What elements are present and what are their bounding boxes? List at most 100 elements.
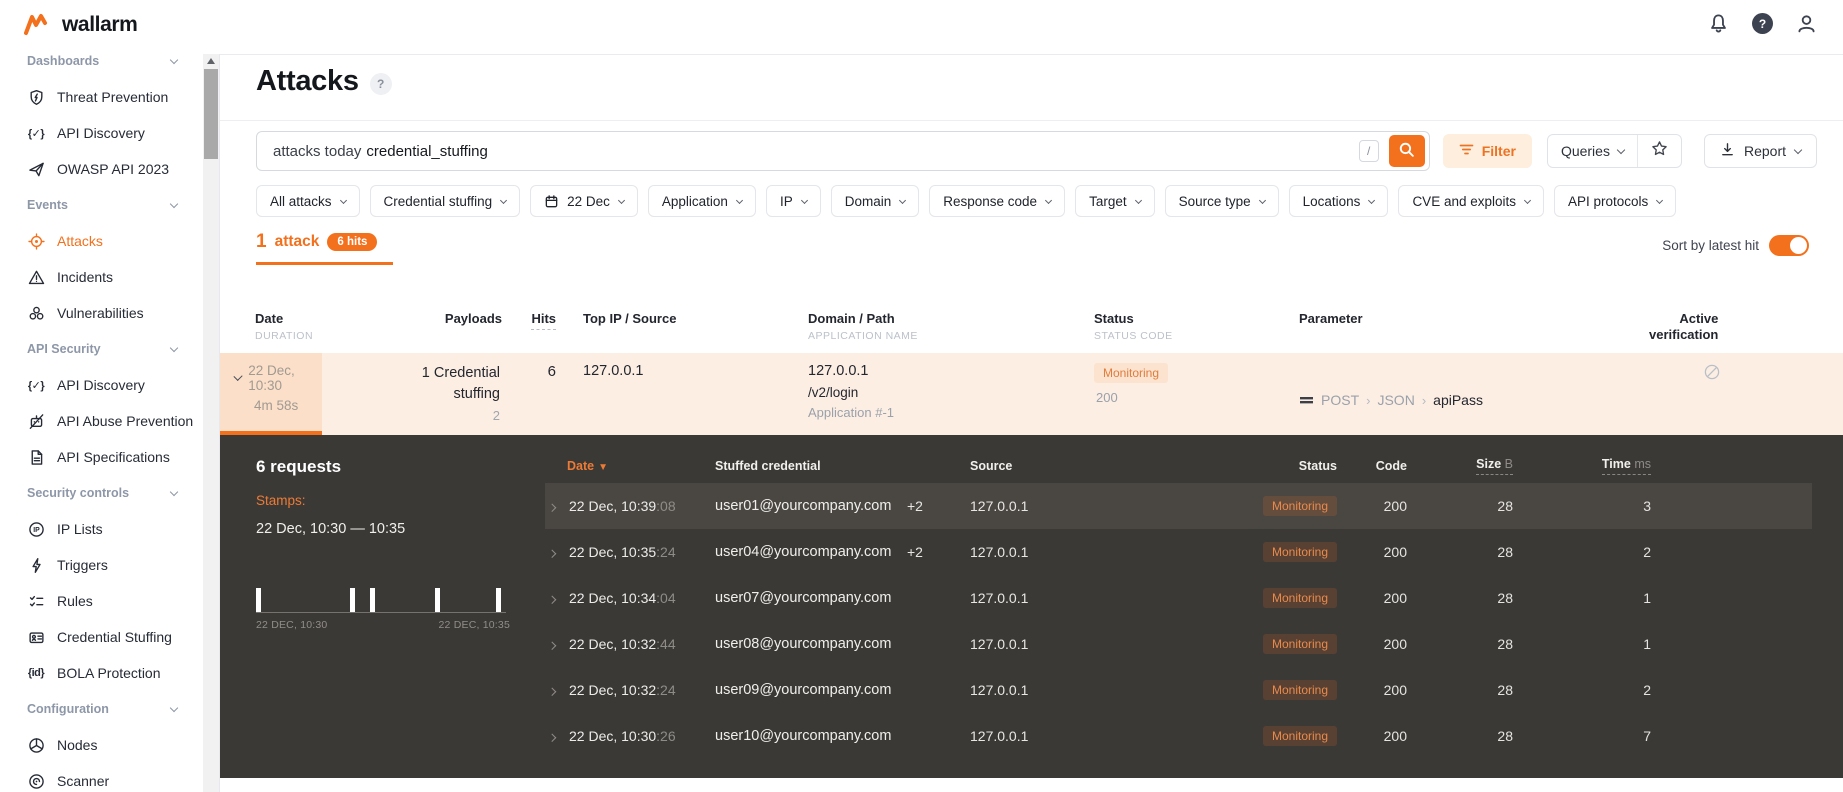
sidebar-item[interactable]: {✓} IP {id} xyxy=(0,547,203,583)
sidebar-item-label: API Specifications xyxy=(57,449,170,465)
request-credential: user09@yourcompany.com xyxy=(715,682,892,698)
expand-chevron-icon[interactable] xyxy=(545,498,567,514)
brand-logo[interactable]: wallarm xyxy=(24,13,138,37)
collapse-chevron-icon[interactable] xyxy=(233,371,243,381)
expand-chevron-icon[interactable] xyxy=(545,682,567,698)
request-row[interactable]: 22 Dec, 10:34:04 user07@yourcompany.com … xyxy=(545,575,1812,621)
requests-column-size[interactable]: Size B xyxy=(1415,457,1518,475)
sidebar-scrollbar[interactable] xyxy=(203,54,219,792)
filter-button[interactable]: Filter xyxy=(1442,134,1532,168)
request-date: 22 Dec, 10:30:26 xyxy=(569,728,676,744)
sidebar-item-label: Events xyxy=(27,198,68,212)
queries-button[interactable]: Queries xyxy=(1548,135,1637,167)
expand-chevron-icon[interactable] xyxy=(545,590,567,606)
report-button-label: Report xyxy=(1743,143,1786,159)
filter-chip-label: Source type xyxy=(1178,193,1251,209)
filter-chip[interactable]: IP xyxy=(765,185,821,217)
filter-chip[interactable]: Domain xyxy=(830,185,920,217)
sidebar-item[interactable]: {✓} IP {id} xyxy=(0,331,203,367)
filter-chip[interactable]: Application xyxy=(647,185,756,217)
chevron-down-icon xyxy=(1523,196,1532,204)
request-row[interactable]: 22 Dec, 10:32:24 user09@yourcompany.com … xyxy=(545,667,1812,713)
request-row[interactable]: 22 Dec, 10:30:26 user10@yourcompany.com … xyxy=(545,713,1812,759)
expand-chevron-icon[interactable] xyxy=(545,728,567,744)
column-header-hits[interactable]: Hits xyxy=(502,305,564,353)
sidebar-item[interactable]: {✓} IP {id} xyxy=(0,151,203,187)
request-source: 127.0.0.1 xyxy=(970,544,1029,560)
sort-control: Sort by latest hit xyxy=(1662,235,1809,256)
sidebar-item[interactable]: {✓} IP {id} xyxy=(0,223,203,259)
request-extra-count[interactable]: +2 xyxy=(907,498,923,514)
sidebar-item[interactable]: {✓} IP {id} xyxy=(0,583,203,619)
requests-column-date[interactable]: Date ▼ xyxy=(567,459,608,473)
sidebar-item[interactable]: {✓} IP {id} xyxy=(0,295,203,331)
sidebar-nav: {✓} IP {id} xyxy=(0,54,203,792)
sidebar-item[interactable]: {✓} IP {id} xyxy=(0,115,203,151)
sidebar-item[interactable]: {✓} IP {id} xyxy=(0,403,203,439)
filter-chip[interactable]: Locations xyxy=(1288,185,1389,217)
filter-chip-label: Target xyxy=(1089,193,1127,209)
page-help-icon[interactable]: ? xyxy=(369,72,392,95)
request-size: 28 xyxy=(1497,728,1513,744)
sidebar-item[interactable]: {✓} IP {id} xyxy=(0,367,203,403)
requests-column-code: Code xyxy=(1375,459,1407,473)
sidebar-item[interactable]: {✓} IP {id} xyxy=(0,187,203,223)
scroll-up-arrow-icon[interactable] xyxy=(203,54,219,68)
search-button[interactable] xyxy=(1388,135,1425,167)
account-user-icon[interactable] xyxy=(1796,13,1817,34)
sidebar-item-label: Incidents xyxy=(57,269,114,285)
filter-chip-label: Application xyxy=(661,193,728,209)
expand-chevron-icon[interactable] xyxy=(545,636,567,652)
filter-chip[interactable]: Target xyxy=(1075,185,1155,217)
filter-chip[interactable]: CVE and exploits xyxy=(1398,185,1544,217)
sidebar-item[interactable]: {✓} IP {id} xyxy=(0,54,203,79)
stamps-label[interactable]: Stamps: xyxy=(256,493,306,508)
main-content: Attacks ? attacks today credential_stuff… xyxy=(220,55,1843,792)
attack-domain[interactable]: 127.0.0.1 xyxy=(808,363,869,379)
attacks-result-tab[interactable]: 1 attack 6 hits xyxy=(256,231,394,265)
sidebar-item[interactable]: {✓} IP {id} xyxy=(0,439,203,475)
sidebar-item[interactable]: {✓} IP {id} xyxy=(0,655,203,691)
histogram-bar xyxy=(434,588,440,612)
filter-chip[interactable]: 22 Dec xyxy=(530,185,638,217)
request-row[interactable]: 22 Dec, 10:39:08 user01@yourcompany.com … xyxy=(545,483,1812,529)
sidebar-item-label: Rules xyxy=(57,593,93,609)
filter-chip[interactable]: Source type xyxy=(1164,185,1279,217)
attack-top-ip[interactable]: 127.0.0.1 xyxy=(583,363,644,379)
attack-date-cell[interactable]: 22 Dec, 10:30 4m 58s xyxy=(220,353,322,435)
sort-toggle[interactable] xyxy=(1769,235,1809,256)
sidebar-item-icon: {✓} IP {id} xyxy=(27,127,45,140)
request-row[interactable]: 22 Dec, 10:32:44 user08@yourcompany.com … xyxy=(545,621,1812,667)
filter-chip[interactable]: API protocols xyxy=(1554,185,1677,217)
requests-column-time[interactable]: Time ms xyxy=(1518,457,1656,475)
scrollbar-thumb[interactable] xyxy=(204,69,218,159)
request-row[interactable]: 22 Dec, 10:35:24 user04@yourcompany.com … xyxy=(545,529,1812,575)
sidebar-item[interactable]: {✓} IP {id} xyxy=(0,79,203,115)
notifications-bell-icon[interactable] xyxy=(1708,13,1729,34)
sidebar-item[interactable]: {✓} IP {id} xyxy=(0,619,203,655)
sort-toggle-label: Sort by latest hit xyxy=(1662,238,1759,253)
attack-row[interactable]: 22 Dec, 10:30 4m 58s 1 Credential stuffi… xyxy=(220,353,1843,435)
request-code: 200 xyxy=(1383,728,1407,744)
search-input[interactable]: attacks today credential_stuffing / xyxy=(256,131,1430,171)
filter-chip[interactable]: Response code xyxy=(929,185,1066,217)
sidebar-item[interactable]: {✓} IP {id} xyxy=(0,259,203,295)
expand-chevron-icon[interactable] xyxy=(545,544,567,560)
help-icon[interactable]: ? xyxy=(1752,13,1773,34)
sidebar-item[interactable]: {✓} IP {id} xyxy=(0,691,203,727)
request-extra-count[interactable]: +2 xyxy=(907,544,923,560)
parameter-format: JSON xyxy=(1377,392,1415,408)
report-button[interactable]: Report xyxy=(1703,134,1817,168)
sidebar-item-icon: {✓} IP {id} xyxy=(27,232,45,250)
sidebar-item[interactable]: {✓} IP {id} xyxy=(0,727,203,763)
filter-chip-label: CVE and exploits xyxy=(1412,193,1516,209)
toggle-knob xyxy=(1790,237,1807,254)
sidebar-item[interactable]: {✓} IP {id} xyxy=(0,475,203,511)
sidebar-item-label: API Abuse Prevention xyxy=(57,413,194,429)
attack-path[interactable]: /v2/login xyxy=(808,385,859,400)
sidebar-item[interactable]: {✓} IP {id} xyxy=(0,511,203,547)
favorite-star-button[interactable] xyxy=(1638,135,1681,167)
filter-chip[interactable]: All attacks xyxy=(256,185,360,217)
filter-chip[interactable]: Credential stuffing xyxy=(369,185,521,217)
sidebar-item[interactable]: {✓} IP {id} xyxy=(0,763,203,792)
